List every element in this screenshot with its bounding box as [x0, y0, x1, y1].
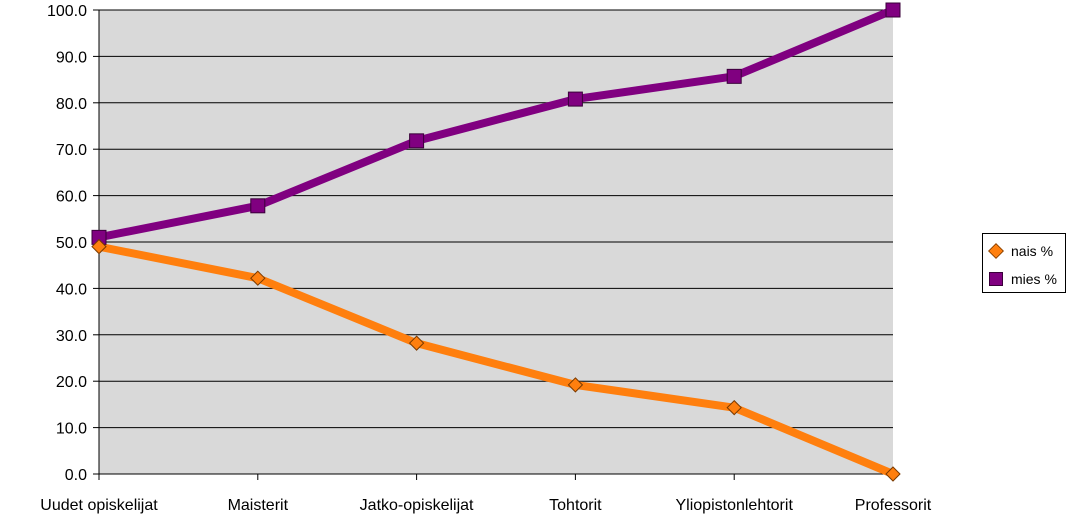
y-tick-label: 40.0 [56, 281, 87, 298]
x-tick-label: Jatko-opiskelijat [360, 497, 474, 514]
data-point-nais [408, 335, 425, 351]
legend-label-nais: nais % [1011, 243, 1054, 259]
y-tick-label: 90.0 [56, 49, 87, 66]
data-point-mies [250, 198, 266, 214]
x-tick-label: Yliopistonlehtorit [675, 497, 793, 514]
data-point-nais [567, 377, 584, 393]
data-point-nais [91, 238, 107, 255]
data-point-mies [726, 68, 742, 84]
data-point-mies [885, 2, 901, 18]
series-line-nais [98, 242, 895, 478]
legend-item-mies: mies % [989, 269, 1057, 289]
x-tick-label: Tohtorit [549, 497, 602, 514]
legend-diamond-marker [988, 243, 1004, 259]
y-tick-label: 0.0 [65, 467, 87, 484]
series-line-mies [98, 6, 895, 242]
chart-legend: nais % mies % [982, 233, 1066, 293]
y-tick-label: 10.0 [56, 421, 87, 438]
y-tick-label: 100.0 [47, 3, 87, 20]
data-point-nais [250, 270, 266, 286]
x-tick-label: Maisterit [228, 497, 289, 514]
y-tick-label: 60.0 [56, 189, 87, 206]
data-point-mies [567, 91, 583, 107]
x-tick-label: Professorit [855, 497, 932, 514]
y-tick-label: 50.0 [56, 235, 87, 252]
y-tick-label: 20.0 [56, 374, 87, 391]
data-point-nais [726, 399, 742, 416]
data-point-nais [885, 466, 901, 482]
data-point-mies [409, 133, 425, 149]
legend-square-marker [989, 272, 1003, 286]
legend-label-mies: mies % [1011, 271, 1057, 287]
y-tick-label: 30.0 [56, 328, 87, 345]
y-tick-label: 70.0 [56, 142, 87, 159]
x-tick-label: Uudet opiskelijat [40, 497, 158, 514]
y-tick-label: 80.0 [56, 96, 87, 113]
legend-item-nais: nais % [988, 241, 1054, 261]
